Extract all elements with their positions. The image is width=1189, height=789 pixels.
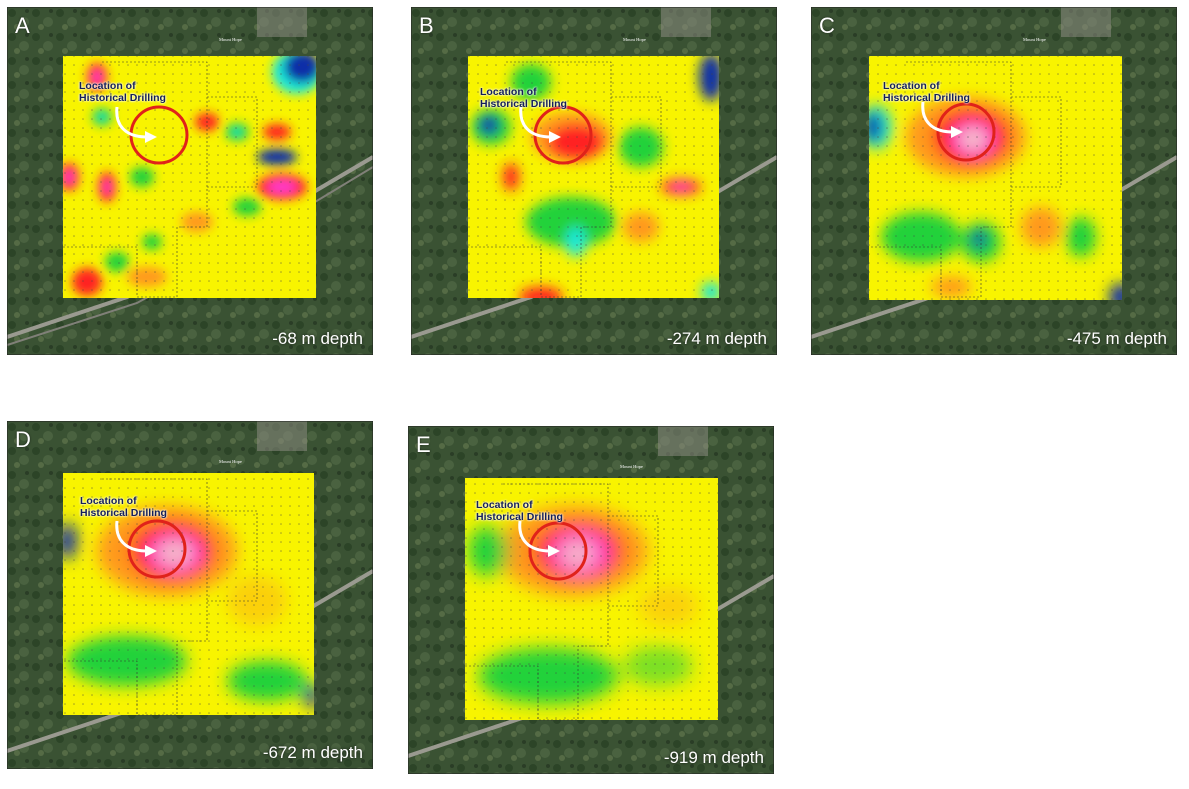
- annotation-label: Location of Historical Drilling: [883, 80, 970, 104]
- panel-letter: D: [15, 427, 31, 452]
- annotation-line-1: Location of: [476, 499, 533, 511]
- depth-label: -475 m depth: [1066, 329, 1167, 348]
- inversion-map-d: [7, 421, 373, 769]
- panel-letter: C: [819, 13, 835, 38]
- annotation-line-2: Historical Drilling: [79, 92, 166, 104]
- annotation-line-1: Location of: [80, 495, 137, 507]
- depth-label: -672 m depth: [262, 743, 363, 762]
- annotation-label: Location of Historical Drilling: [476, 499, 563, 523]
- annotation-line-2: Historical Drilling: [80, 507, 167, 519]
- inversion-map-b: [411, 7, 777, 355]
- panel-letter: E: [416, 432, 431, 457]
- annotation-label: Location of Historical Drilling: [480, 86, 567, 110]
- annotation-label: Location of Historical Drilling: [79, 80, 166, 104]
- place-label: Mount Hope: [623, 37, 646, 42]
- place-label: Mount Hope: [219, 37, 242, 42]
- inversion-map-a: [7, 7, 373, 355]
- inversion-map-e: [408, 426, 774, 774]
- annotation-line-2: Historical Drilling: [883, 92, 970, 104]
- depth-label: -68 m depth: [272, 329, 363, 348]
- place-label: Mount Hope: [219, 459, 242, 464]
- annotation-line-1: Location of: [883, 80, 940, 92]
- map-panel-b: B Mount Hope Location of Historical Dril…: [411, 7, 777, 355]
- map-panel-a: A Mount Hope Location of Historical Dril…: [7, 7, 373, 355]
- map-panel-e: E Mount Hope Location of Historical Dril…: [408, 426, 774, 774]
- annotation-line-1: Location of: [480, 86, 537, 98]
- place-label: Mount Hope: [620, 464, 643, 469]
- inversion-map-c: [811, 7, 1177, 355]
- panel-letter: B: [419, 13, 434, 38]
- annotation-line-1: Location of: [79, 80, 136, 92]
- place-label: Mount Hope: [1023, 37, 1046, 42]
- annotation-label: Location of Historical Drilling: [80, 495, 167, 519]
- panel-letter: A: [15, 13, 30, 38]
- annotation-line-2: Historical Drilling: [480, 98, 567, 110]
- annotation-line-2: Historical Drilling: [476, 511, 563, 523]
- depth-label: -919 m depth: [663, 748, 764, 767]
- depth-label: -274 m depth: [666, 329, 767, 348]
- map-panel-c: C Mount Hope Location of Historical Dril…: [811, 7, 1177, 355]
- map-panel-d: D Mount Hope Location of Historical Dril…: [7, 421, 373, 769]
